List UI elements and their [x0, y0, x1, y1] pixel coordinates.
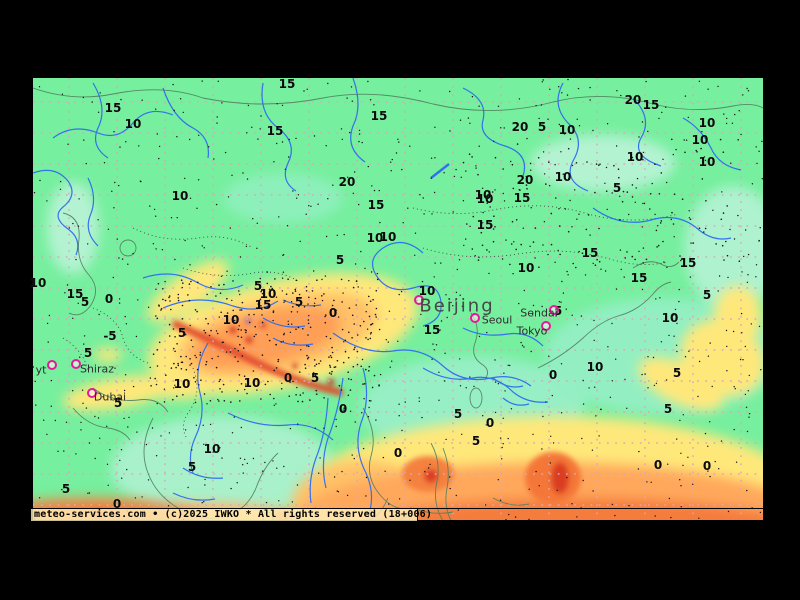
coastlines: [33, 87, 763, 520]
country-borders: [62, 205, 679, 438]
weather-map: [32, 77, 764, 521]
rivers: [33, 78, 742, 518]
weather-map-canvas: [33, 78, 763, 520]
copyright-bar: meteo-services.com • (c)2025 IWKO * All …: [30, 508, 432, 522]
latlon-grid: [33, 78, 763, 520]
copyright-text: meteo-services.com • (c)2025 IWKO * All …: [34, 509, 433, 520]
